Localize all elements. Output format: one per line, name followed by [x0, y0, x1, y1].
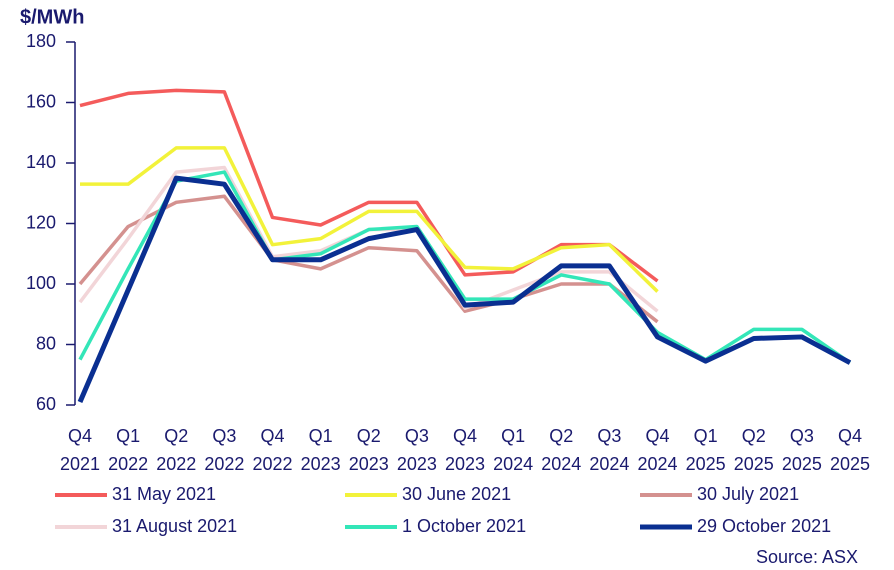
legend-label: 29 October 2021 — [697, 516, 831, 536]
x-tick-label: Q1 2023 — [301, 426, 341, 474]
x-tick-label: Q2 2024 — [541, 426, 581, 474]
x-tick-label: Q3 2025 — [782, 426, 822, 474]
y-axis-label: $/MWh — [20, 6, 84, 28]
legend-label: 30 July 2021 — [697, 484, 799, 504]
legend-label: 31 May 2021 — [112, 484, 216, 504]
series-line — [79, 88, 659, 283]
y-tick-label: 160 — [26, 91, 56, 111]
series-line — [78, 170, 851, 365]
y-tick-label: 180 — [26, 31, 56, 51]
x-tick-label: Q3 2022 — [204, 426, 244, 474]
y-tick-label: 100 — [26, 273, 56, 293]
y-tick-label: 60 — [36, 394, 56, 414]
x-tick-label: Q4 2021 — [60, 426, 100, 474]
x-tick-label: Q1 2024 — [493, 426, 533, 474]
source-note: Source: ASX — [756, 547, 858, 567]
x-tick-label: Q1 2025 — [686, 426, 726, 474]
x-tick-label: Q4 2022 — [252, 426, 292, 474]
series-line — [77, 175, 852, 403]
x-tick-label: Q2 2023 — [349, 426, 389, 474]
legend-label: 31 August 2021 — [112, 516, 237, 536]
y-tick-label: 120 — [26, 212, 56, 232]
x-tick-label: Q3 2023 — [397, 426, 437, 474]
x-tick-label: Q4 2023 — [445, 426, 485, 474]
x-tick-label: Q4 2024 — [637, 426, 677, 474]
y-tick-label: 80 — [36, 333, 56, 353]
legend-label: 30 June 2021 — [402, 484, 511, 504]
series-line — [78, 194, 659, 324]
y-tick-label: 140 — [26, 152, 56, 172]
x-tick-label: Q4 2025 — [830, 426, 870, 474]
x-tick-label: Q2 2022 — [156, 426, 196, 474]
legend-label: 1 October 2021 — [402, 516, 526, 536]
x-tick-label: Q2 2025 — [734, 426, 774, 474]
x-tick-label: Q1 2022 — [108, 426, 148, 474]
x-tick-label: Q3 2024 — [589, 426, 629, 474]
series-line — [80, 146, 659, 293]
